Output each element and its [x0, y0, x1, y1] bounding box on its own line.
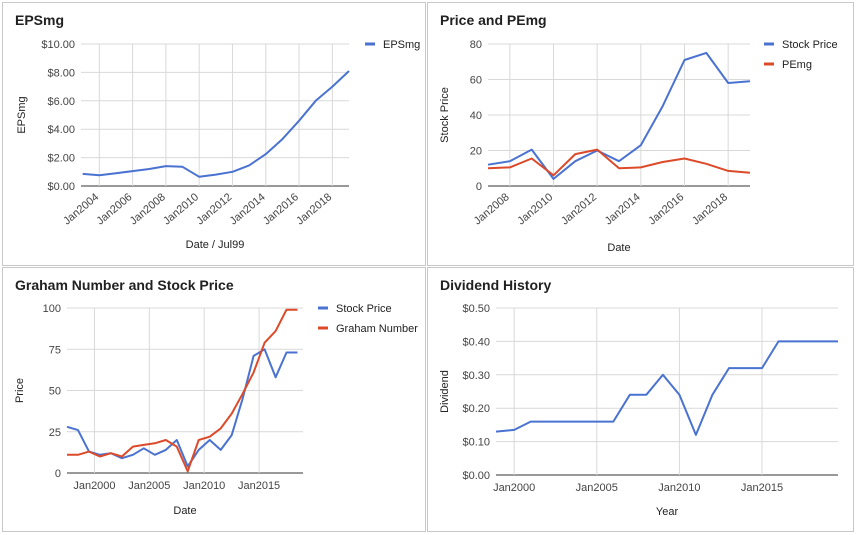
y-tick-label: $2.00 — [47, 153, 75, 165]
legend-label: PEmg — [782, 59, 812, 71]
y-tick-label: 60 — [470, 75, 482, 87]
x-tick-label: Jan2000 — [493, 482, 535, 494]
dividend-chart-panel: Dividend History $0.00 $0.10 $0.20 $0.30 $0.4… — [427, 267, 854, 532]
x-axis-label: Year — [656, 506, 679, 518]
x-axis-label: Date — [607, 242, 630, 254]
x-axis-label: Date — [173, 505, 196, 517]
eps-chart: EPSmg $0.00 $2.00 $4.00 $6.00 $8.00 $10.00 Jan2… — [15, 12, 420, 251]
y-tick-label: $6.00 — [47, 96, 75, 108]
x-tick-label: Jan2010 — [183, 480, 225, 492]
graham-chart: Graham Number and Stock Price 0 25 50 75 100 J… — [14, 277, 418, 517]
y-tick-label: $4.00 — [47, 124, 75, 136]
y-axis-label: Dividend — [439, 370, 451, 413]
series-line — [495, 340, 838, 436]
dividend-chart: Dividend History $0.00 $0.10 $0.20 $0.30 $0.4… — [439, 277, 838, 518]
x-tick-label: Jan2015 — [238, 480, 280, 492]
y-tick-label: 0 — [476, 181, 482, 193]
x-tick-label: Jan2018 — [294, 191, 334, 227]
y-tick-label: $0.10 — [462, 437, 490, 449]
y-tick-label: 25 — [49, 427, 61, 439]
y-tick-label: $8.00 — [47, 67, 75, 79]
legend-label: Stock Price — [336, 303, 392, 315]
y-tick-label: 75 — [49, 344, 61, 356]
x-tick-label: Jan2010 — [515, 191, 555, 227]
y-tick-label: $0.00 — [462, 470, 490, 482]
x-tick-label: Jan2005 — [128, 480, 170, 492]
y-axis-label: Stock Price — [439, 87, 451, 143]
x-tick-label: Jan2012 — [559, 191, 599, 227]
eps-chart-panel: EPSmg $0.00 $2.00 $4.00 $6.00 $8.00 $10.00 Jan2… — [2, 2, 426, 266]
y-tick-label: 100 — [43, 303, 61, 315]
series-line — [487, 51, 751, 180]
y-tick-label: 0 — [55, 468, 61, 480]
x-tick-label: Jan2014 — [603, 191, 643, 227]
x-tick-label: Jan2015 — [741, 482, 783, 494]
y-tick-label: 50 — [49, 386, 61, 398]
x-tick-label: Jan2010 — [658, 482, 700, 494]
y-tick-label: $0.30 — [462, 370, 490, 382]
price-pe-chart-panel: Price and PEmg 0 20 40 60 80 Jan2008 Jan2010 Jan… — [427, 2, 854, 266]
y-tick-label: 80 — [470, 39, 482, 51]
legend-label: EPSmg — [383, 39, 420, 51]
x-tick-label: Jan2016 — [261, 191, 301, 227]
x-axis-label: Date / Jul99 — [186, 239, 245, 251]
x-tick-label: Jan2014 — [228, 191, 268, 227]
series-line — [66, 348, 298, 468]
legend-label: Graham Number — [336, 323, 418, 335]
x-tick-label: Jan2000 — [73, 480, 115, 492]
y-tick-label: $10.00 — [41, 39, 75, 51]
chart-title: Dividend History — [440, 277, 551, 293]
legend-label: Stock Price — [782, 39, 838, 51]
y-axis-label: EPSmg — [16, 96, 28, 133]
x-tick-label: Jan2008 — [472, 191, 512, 227]
series-line — [82, 70, 350, 178]
x-tick-label: Jan2018 — [690, 191, 730, 227]
y-tick-label: $0.00 — [47, 181, 75, 193]
x-tick-label: Jan2012 — [194, 191, 234, 227]
series-line — [67, 308, 298, 473]
chart-title: Graham Number and Stock Price — [15, 277, 234, 293]
y-tick-label: 20 — [470, 146, 482, 158]
graham-chart-panel: Graham Number and Stock Price 0 25 50 75 100 J… — [2, 267, 426, 532]
y-tick-label: 40 — [470, 110, 482, 122]
x-tick-label: Jan2008 — [128, 191, 168, 227]
y-tick-label: $0.20 — [462, 403, 490, 415]
x-tick-label: Jan2010 — [161, 191, 201, 227]
chart-title: Price and PEmg — [440, 12, 547, 28]
chart-title: EPSmg — [15, 12, 64, 28]
y-axis-label: Price — [14, 378, 26, 403]
x-tick-label: Jan2006 — [94, 191, 134, 227]
x-tick-label: Jan2016 — [646, 191, 686, 227]
series-line — [487, 148, 751, 177]
x-tick-label: Jan2005 — [576, 482, 618, 494]
y-tick-label: $0.50 — [462, 303, 490, 315]
y-tick-label: $0.40 — [462, 336, 490, 348]
x-tick-label: Jan2004 — [61, 191, 101, 227]
